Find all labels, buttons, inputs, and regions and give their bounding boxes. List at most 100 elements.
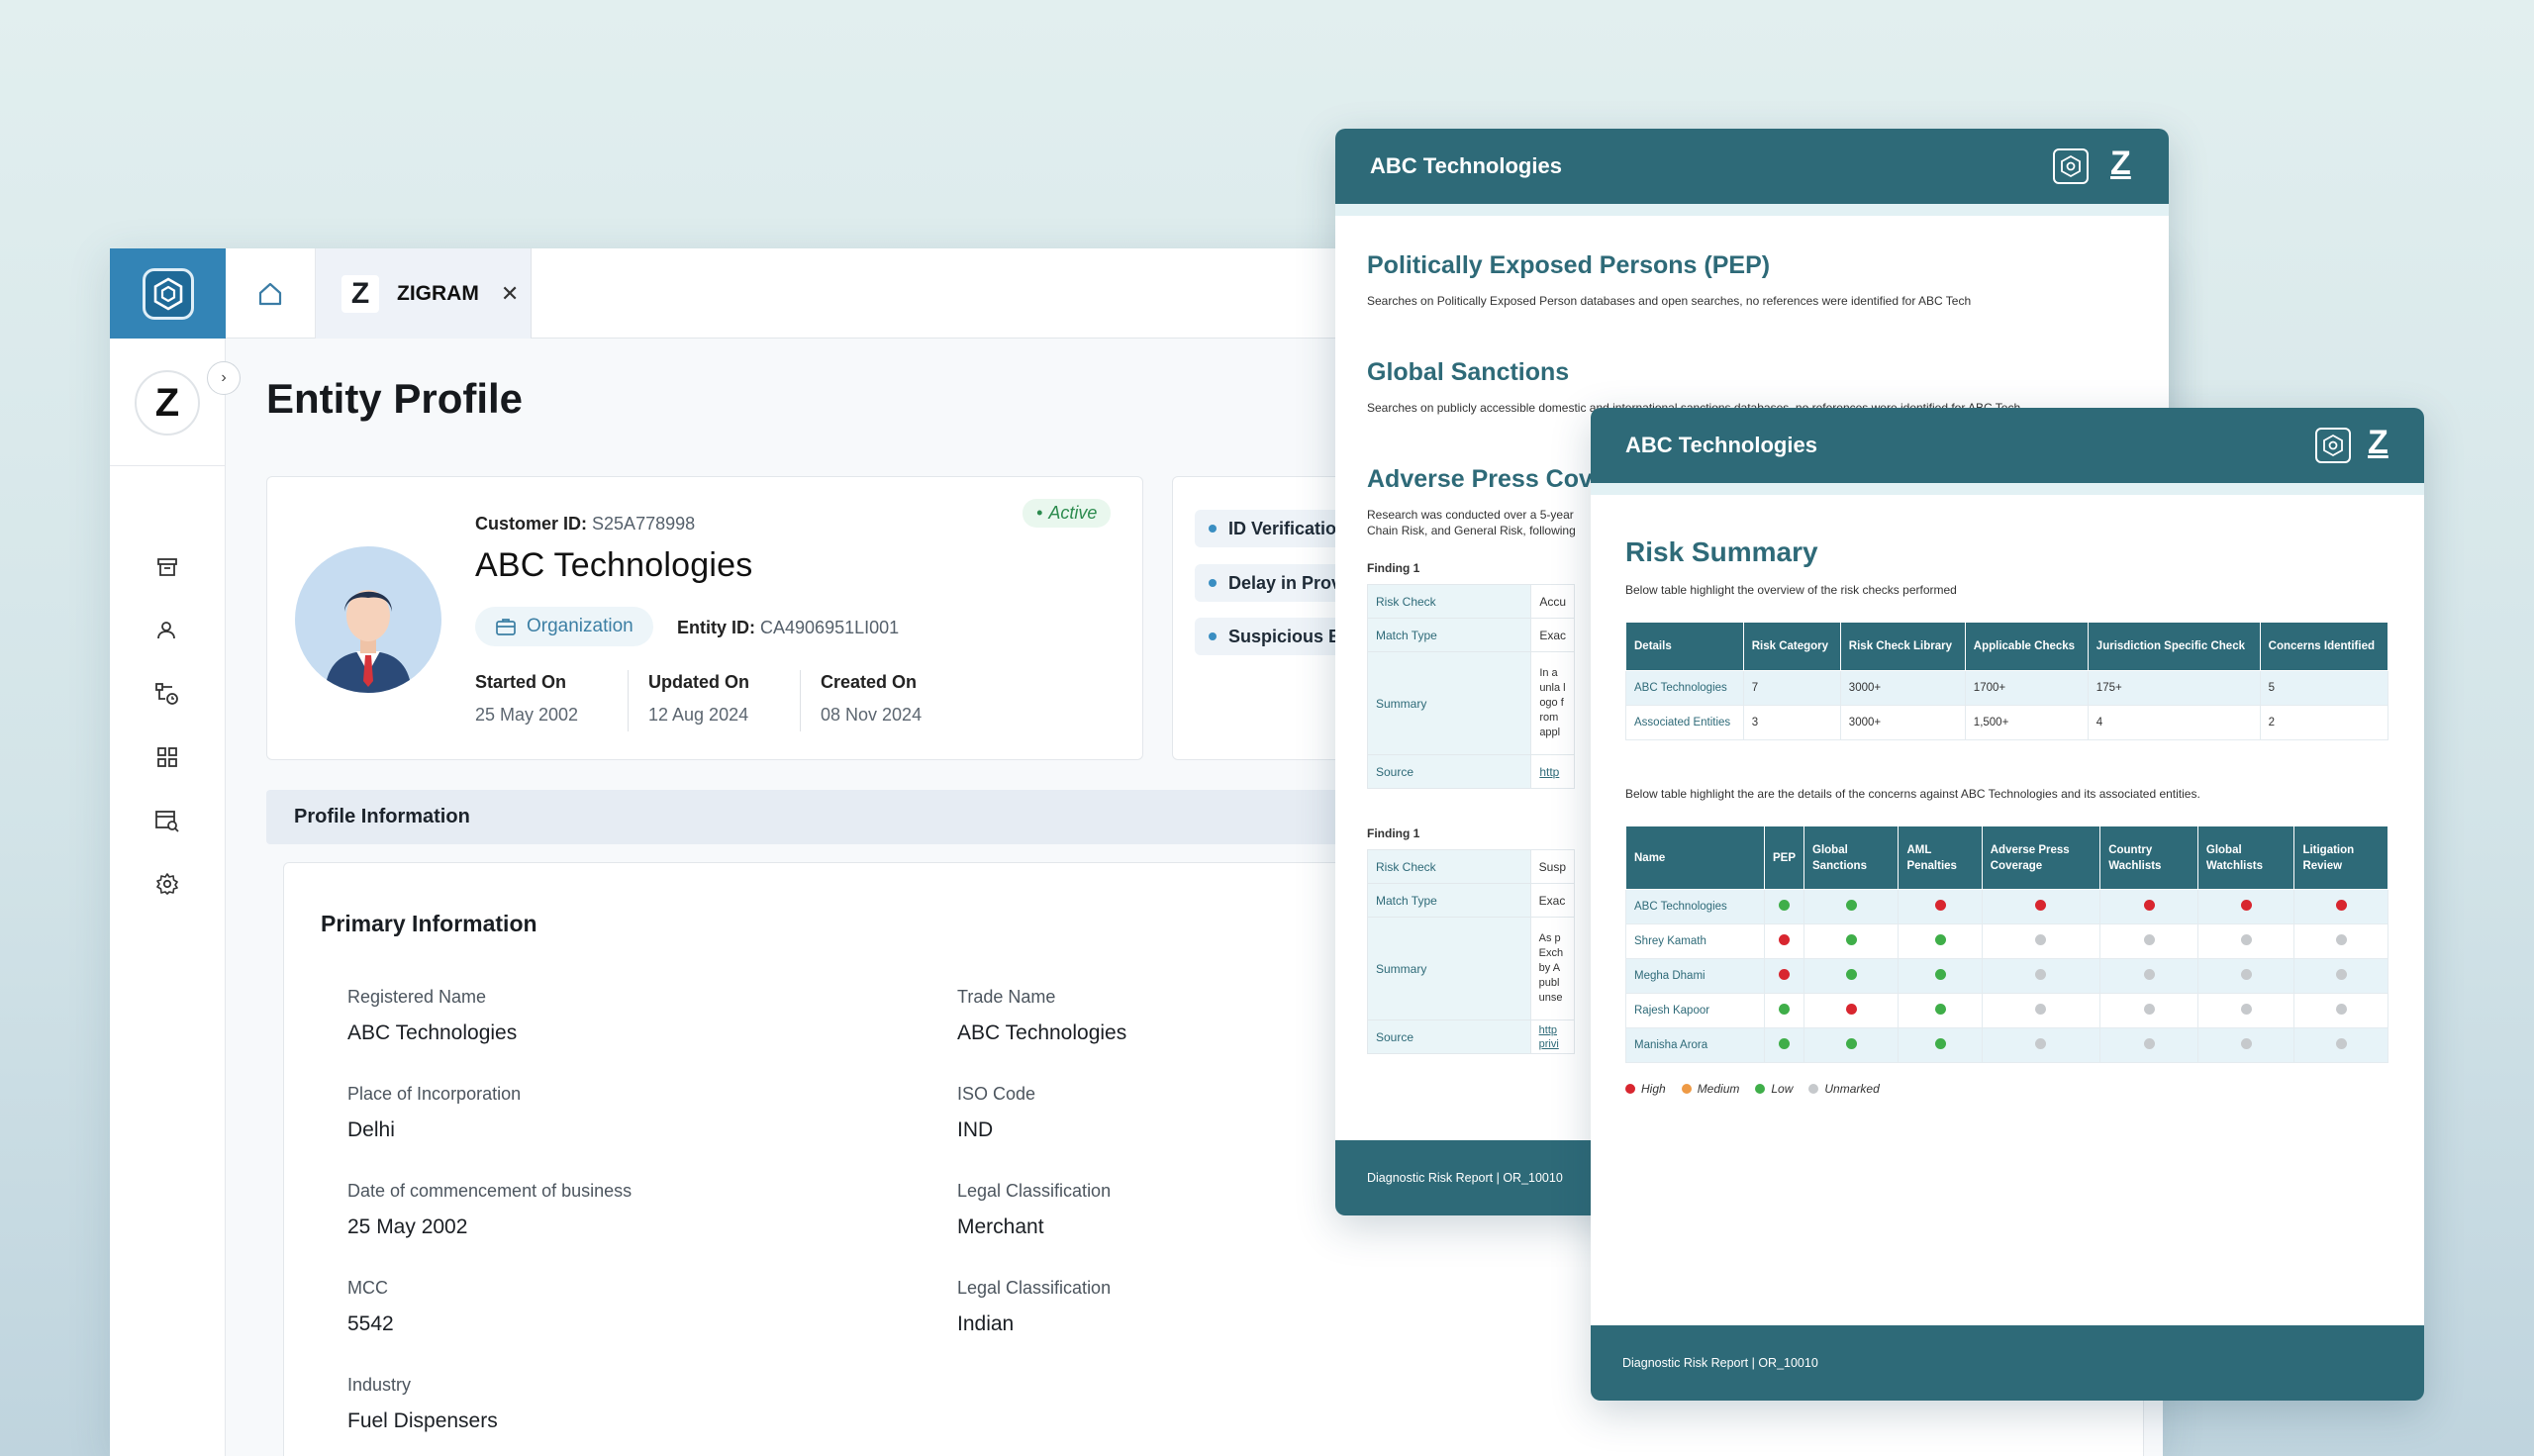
risk-summary-intro: Below table highlight the overview of th… — [1625, 583, 1957, 597]
column-header: Risk Category — [1742, 622, 1841, 671]
field-registered-name: Registered Name ABC Technologies — [347, 987, 518, 1044]
divider — [1591, 483, 2424, 495]
table-cell: 1,500+ — [1964, 705, 2089, 740]
risk-dot-high — [2335, 900, 2347, 911]
risk-dot-unmarked — [2143, 1004, 2155, 1015]
table-row: Summary As p Exch by A publ unse — [1367, 917, 1576, 1020]
table-row: Manisha Arora — [1625, 1027, 2388, 1063]
adverse-title: Adverse Press Cov — [1367, 465, 1593, 493]
pep-title: Politically Exposed Persons (PEP) — [1367, 251, 1771, 279]
risk-cell — [2099, 993, 2198, 1028]
zigram-logo: Z — [2368, 424, 2388, 461]
table-row: Match Type Exac — [1367, 883, 1576, 918]
risk-dot-low — [1934, 969, 1946, 980]
report-header: ABC Technologies — [1591, 408, 2424, 483]
column-header: Jurisdiction Specific Check — [2087, 622, 2261, 671]
hexagon-logo-icon — [142, 267, 194, 320]
close-icon[interactable]: ✕ — [500, 280, 520, 306]
gear-icon[interactable] — [153, 870, 181, 898]
entity-type-badge: Organization — [475, 607, 653, 646]
user-search-icon[interactable] — [153, 617, 181, 644]
briefcase-icon — [496, 619, 516, 635]
risk-dot-unmarked — [2335, 1004, 2347, 1015]
flow-clock-icon[interactable] — [153, 680, 181, 708]
sidebar-collapse-button[interactable]: › — [207, 361, 241, 395]
risk-overview-table: Details Risk Category Risk Check Library Ap… — [1625, 622, 2389, 740]
created-on: Created On 08 Nov 2024 — [821, 672, 923, 725]
hex-gear-icon — [2053, 148, 2089, 184]
started-on: Started On 25 May 2002 — [475, 672, 579, 725]
report-page-front: ABC Technologies Z Risk Summary Below ta… — [1591, 408, 2424, 1401]
risk-cell — [2099, 1027, 2198, 1063]
field-legal-classification-2: Legal Classification Indian — [957, 1278, 1112, 1335]
row-name: ABC Technologies — [1625, 889, 1765, 924]
risk-dot-unmarked — [2035, 1038, 2047, 1049]
finding-table: Risk Check Accu Match Type Exac Summary In … — [1366, 584, 1575, 789]
table-row: Shrey Kamath — [1625, 923, 2388, 959]
risk-dot-low — [1934, 934, 1946, 945]
risk-cell — [1763, 923, 1805, 959]
home-button[interactable] — [226, 248, 316, 339]
report-search-icon[interactable] — [153, 807, 181, 834]
row-name: Associated Entities — [1625, 705, 1744, 740]
profile-card: Customer ID: S25A778998 Active ABC Techn… — [266, 476, 1143, 760]
grid-icon[interactable] — [153, 743, 181, 771]
table-row: ABC Technologies 7 3000+ 1700+ 175+ 5 — [1625, 670, 2389, 706]
customer-id: Customer ID: S25A778998 — [475, 514, 696, 534]
risk-cell — [1981, 993, 2101, 1028]
risk-cell — [1803, 889, 1900, 924]
risk-dot-unmarked — [2143, 969, 2155, 980]
column-header: PEP — [1763, 825, 1805, 890]
divider — [628, 670, 629, 731]
archive-icon[interactable] — [153, 553, 181, 581]
legend-dot-low — [1755, 1084, 1766, 1094]
risk-dot-unmarked — [2240, 1004, 2252, 1015]
risk-cell — [1803, 958, 1900, 994]
risk-dot-high — [2035, 900, 2047, 911]
row-name: Rajesh Kapoor — [1625, 993, 1765, 1028]
field-trade-name: Trade Name ABC Technologies — [957, 987, 1127, 1044]
column-header: Adverse Press Coverage — [1981, 825, 2101, 890]
risk-cell — [1763, 993, 1805, 1028]
tab-zigram[interactable]: Z ZIGRAM ✕ — [316, 248, 532, 339]
hex-gear-icon — [2315, 428, 2351, 463]
section-title: Primary Information — [321, 911, 537, 936]
risk-cell — [1981, 889, 2101, 924]
risk-cell — [2293, 958, 2388, 994]
risk-dot-unmarked — [2240, 1038, 2252, 1049]
brand-logo[interactable] — [110, 248, 226, 339]
risk-cell — [1898, 958, 1983, 994]
legend-label: High — [1641, 1082, 1666, 1096]
table-cell: 175+ — [2087, 670, 2261, 706]
legend-label: Unmarked — [1824, 1082, 1880, 1096]
table-cell: 3000+ — [1839, 670, 1966, 706]
risk-dot-unmarked — [2335, 1038, 2347, 1049]
risk-cell — [2293, 993, 2388, 1028]
risk-cell — [1763, 889, 1805, 924]
updated-on: Updated On 12 Aug 2024 — [648, 672, 749, 725]
finding-label: Finding 1 — [1367, 826, 1420, 840]
tab-label: ZIGRAM — [397, 281, 479, 305]
risk-cell — [2099, 889, 2198, 924]
risk-cell — [2293, 1027, 2388, 1063]
table-header-row: Details Risk Category Risk Check Library Ap… — [1625, 622, 2389, 671]
zigram-logo: Z — [135, 370, 200, 436]
risk-cell — [1898, 889, 1983, 924]
risk-cell — [2293, 923, 2388, 959]
risk-dot-high — [1934, 900, 1946, 911]
legend-dot-high — [1625, 1084, 1635, 1094]
risk-dot-low — [1934, 1038, 1946, 1049]
field-place-of-incorporation: Place of Incorporation Delhi — [347, 1084, 522, 1141]
avatar — [295, 546, 441, 693]
column-header: Risk Check Library — [1839, 622, 1966, 671]
adverse-text: Research was conducted over a 5-year Cha… — [1367, 508, 1576, 537]
row-name: Manisha Arora — [1625, 1027, 1765, 1063]
legend-label: Medium — [1697, 1082, 1740, 1096]
risk-cell — [2099, 958, 2198, 994]
legend-dot-unmarked — [1808, 1084, 1819, 1094]
risk-dot-high — [2143, 900, 2155, 911]
zigram-logo: Z — [2110, 145, 2131, 182]
risk-cell — [1803, 1027, 1900, 1063]
table-row: Source http — [1366, 754, 1575, 789]
risk-cell — [1981, 923, 2101, 959]
